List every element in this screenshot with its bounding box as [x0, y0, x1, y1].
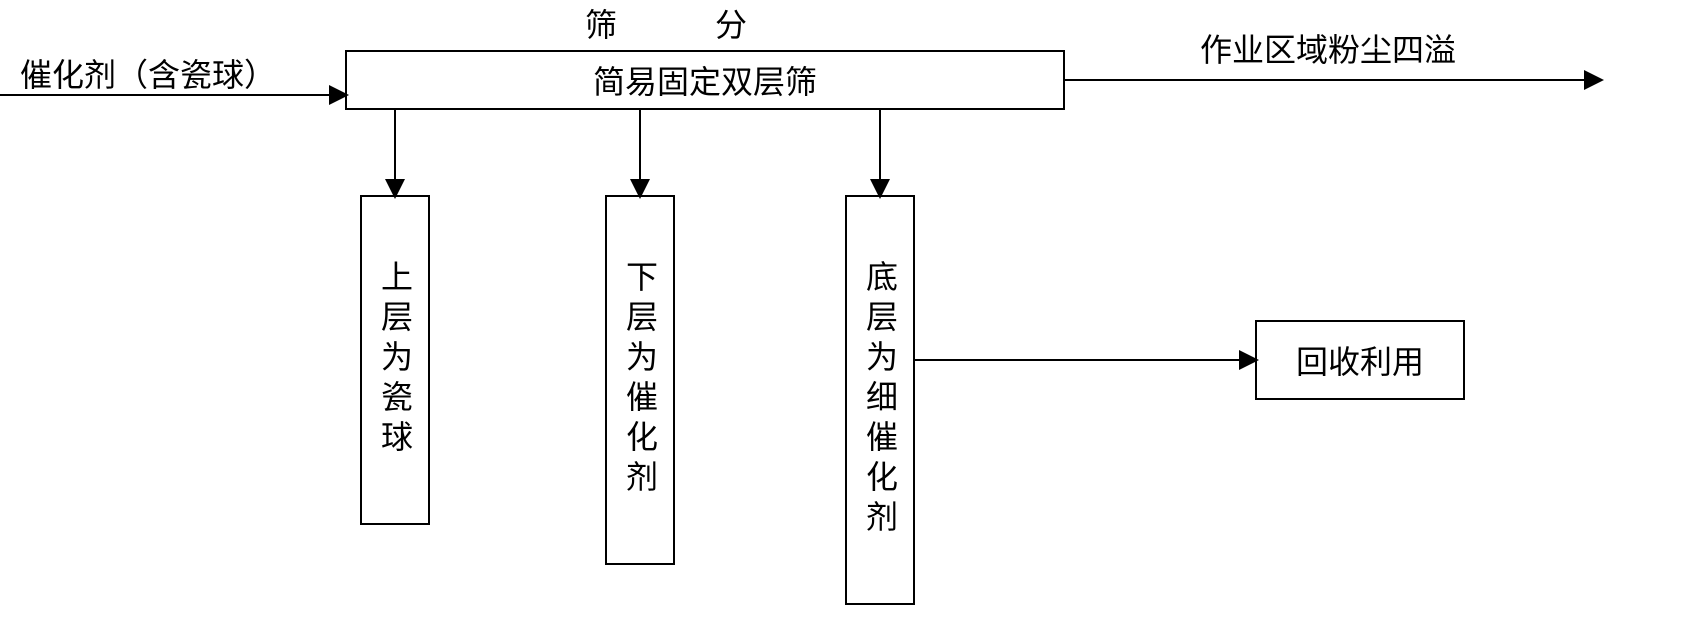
- dust-label: 作业区域粉尘四溢: [1200, 25, 1456, 71]
- output-bottom-layer-text: 底层为细催化剂: [857, 260, 903, 540]
- recycle-box: 回收利用: [1255, 320, 1465, 400]
- title-right: 分: [715, 0, 747, 46]
- output-lower-layer: 下层为催化剂: [605, 195, 675, 565]
- output-top-layer-text: 上层为瓷球: [372, 260, 418, 460]
- main-sieve-box: 简易固定双层筛: [345, 50, 1065, 110]
- main-sieve-text: 简易固定双层筛: [593, 57, 817, 103]
- recycle-text: 回收利用: [1296, 337, 1424, 383]
- output-bottom-layer: 底层为细催化剂: [845, 195, 915, 605]
- output-lower-layer-text: 下层为催化剂: [617, 260, 663, 500]
- input-label: 催化剂（含瓷球）: [20, 50, 276, 96]
- output-top-layer: 上层为瓷球: [360, 195, 430, 525]
- title-left: 筛: [585, 0, 617, 46]
